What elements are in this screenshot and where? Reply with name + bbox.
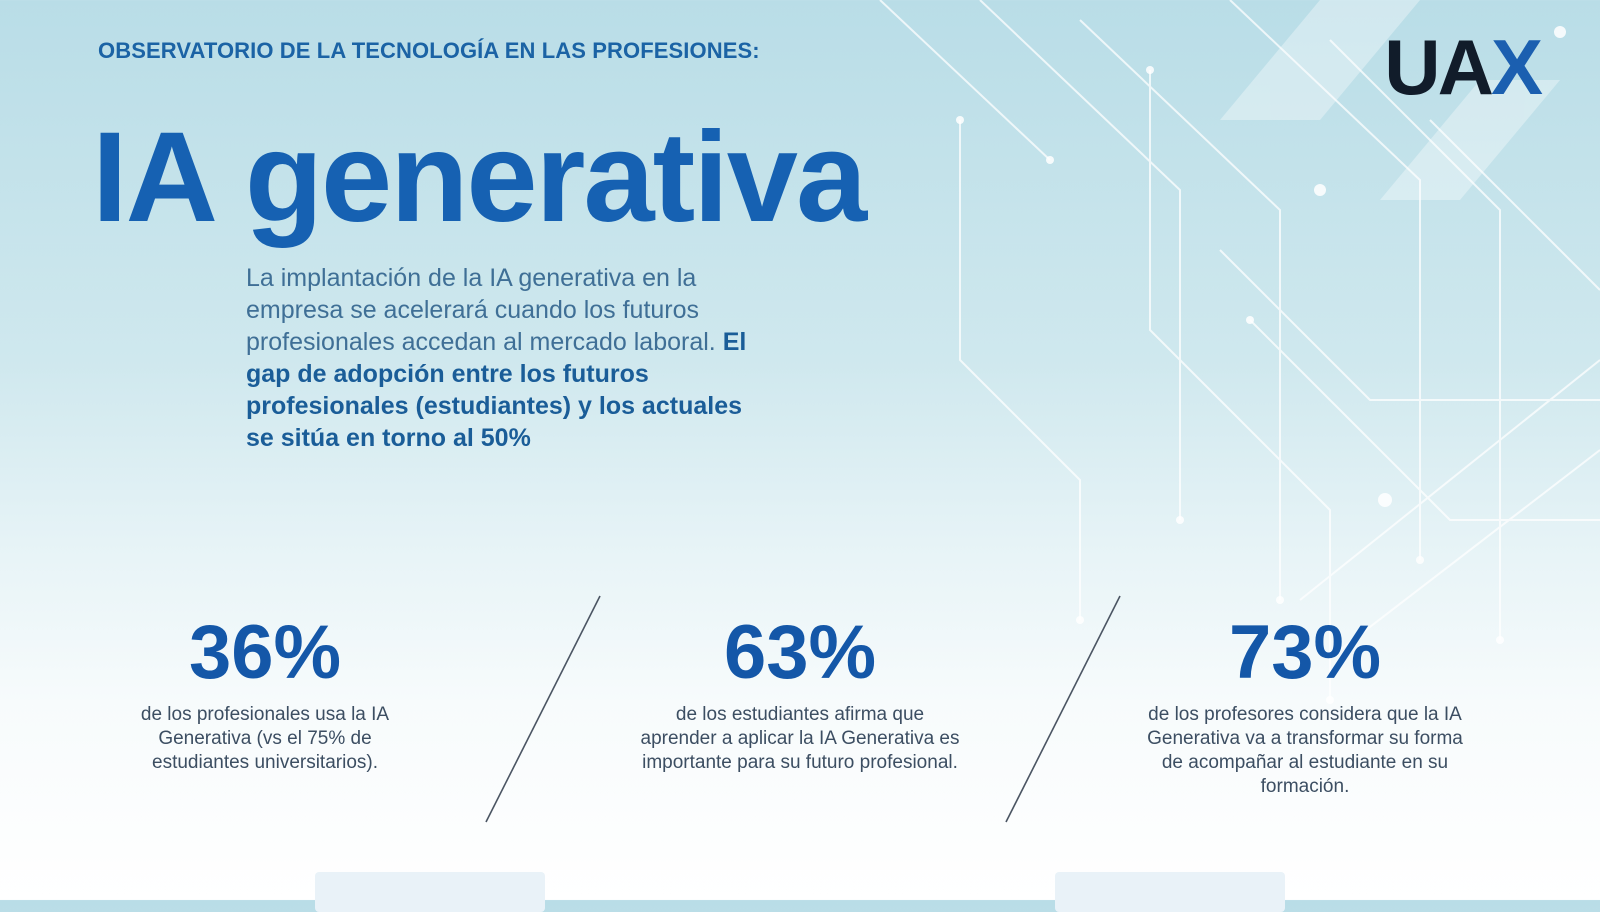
stat-divider <box>1005 595 1121 823</box>
kicker-heading: OBSERVATORIO DE LA TECNOLOGÍA EN LAS PRO… <box>98 38 760 63</box>
intro-paragraph: La implantación de la IA generativa en l… <box>246 262 766 454</box>
stat-description: de los profesores considera que la IA Ge… <box>1147 704 1463 797</box>
stat-teachers: 73% de los profesores considera que la I… <box>1135 615 1475 799</box>
stat-students: 63% de los estudiantes afirma que aprend… <box>640 615 960 775</box>
stat-value: 36% <box>188 610 342 695</box>
logo-accent: X <box>1490 23 1543 111</box>
stat-value: 63% <box>723 610 877 695</box>
stat-divider <box>485 595 601 823</box>
uax-logo: UAX <box>1384 28 1543 106</box>
intro-text: La implantación de la IA generativa en l… <box>246 264 716 356</box>
stat-professionals: 36% de los profesionales usa la IA Gener… <box>110 615 420 775</box>
footer-decoration <box>1055 872 1285 912</box>
stat-description: de los estudiantes afirma que aprender a… <box>640 704 960 773</box>
logo-text: UA <box>1384 23 1494 111</box>
page-title: IA generativa <box>92 106 867 249</box>
intro-highlight: El gap de adopción entre los futuros pro… <box>246 328 747 452</box>
footer-decoration <box>315 872 545 912</box>
stat-value: 73% <box>1228 610 1382 695</box>
stat-description: de los profesionales usa la IA Generativ… <box>140 704 390 773</box>
